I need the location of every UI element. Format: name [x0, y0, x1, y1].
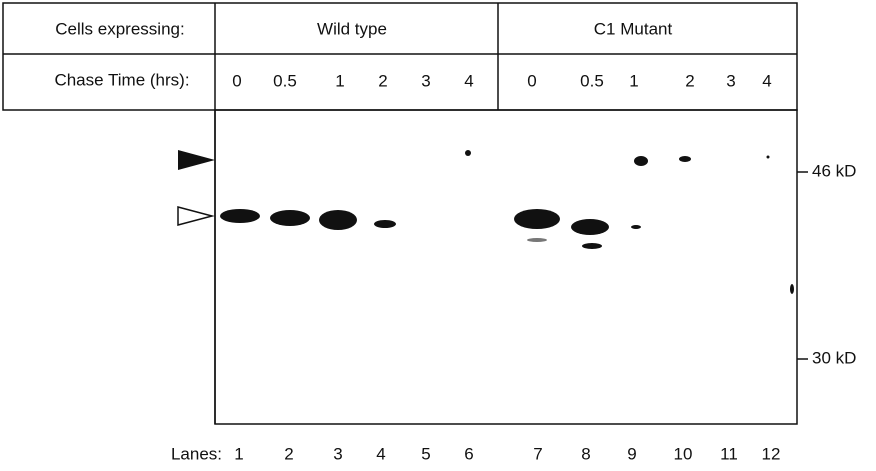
blot: 46 kD 30 kD	[178, 110, 856, 424]
chase-time: 1	[335, 71, 344, 90]
lane-number: 5	[421, 444, 430, 463]
blot-border	[215, 110, 797, 424]
lane-number: 4	[376, 444, 385, 463]
header-table: Cells expressing: Wild type C1 Mutant Ch…	[3, 3, 797, 424]
band	[679, 156, 691, 162]
chase-time: 2	[685, 71, 694, 90]
lane-number: 12	[762, 444, 781, 463]
band	[634, 156, 648, 166]
arrowhead-open	[178, 207, 212, 225]
lane-number: 7	[533, 444, 542, 463]
lane-number: 9	[627, 444, 636, 463]
chase-time: 3	[421, 71, 430, 90]
chase-time: 0.5	[273, 71, 297, 90]
band	[571, 219, 609, 235]
chase-time: 4	[762, 71, 771, 90]
lane-number: 8	[581, 444, 590, 463]
chase-time: 0	[527, 71, 536, 90]
band	[582, 243, 602, 249]
band	[220, 209, 260, 223]
row-label: Chase Time (hrs):	[54, 70, 189, 89]
lane-number: 10	[674, 444, 693, 463]
band	[270, 210, 310, 226]
band	[514, 209, 560, 229]
marker-label: 30 kD	[812, 348, 856, 367]
chase-times: 0 0.5 1 2 3 4 0 0.5 1 2 3 4	[232, 71, 771, 90]
bands	[220, 150, 794, 294]
chase-time: 1	[629, 71, 638, 90]
band	[319, 210, 357, 230]
figure: Cells expressing: Wild type C1 Mutant Ch…	[0, 0, 876, 471]
lane-number: 3	[333, 444, 342, 463]
band	[767, 156, 770, 159]
group-label: C1 Mutant	[594, 19, 673, 38]
band	[527, 238, 547, 242]
chase-time: 3	[726, 71, 735, 90]
group-label: Wild type	[317, 19, 387, 38]
lanes-label: Lanes:	[171, 444, 222, 463]
band	[374, 220, 396, 228]
arrowhead-filled	[178, 150, 215, 170]
lane-number: 11	[720, 444, 738, 463]
band	[631, 225, 641, 229]
band	[790, 284, 794, 294]
chase-time: 2	[378, 71, 387, 90]
band	[465, 150, 471, 156]
lane-number: 2	[284, 444, 293, 463]
marker-label: 46 kD	[812, 161, 856, 180]
chase-time: 0.5	[580, 71, 604, 90]
row-label: Cells expressing:	[55, 19, 184, 38]
chase-time: 0	[232, 71, 241, 90]
chase-time: 4	[464, 71, 473, 90]
lane-number: 6	[464, 444, 473, 463]
lane-number: 1	[234, 444, 243, 463]
